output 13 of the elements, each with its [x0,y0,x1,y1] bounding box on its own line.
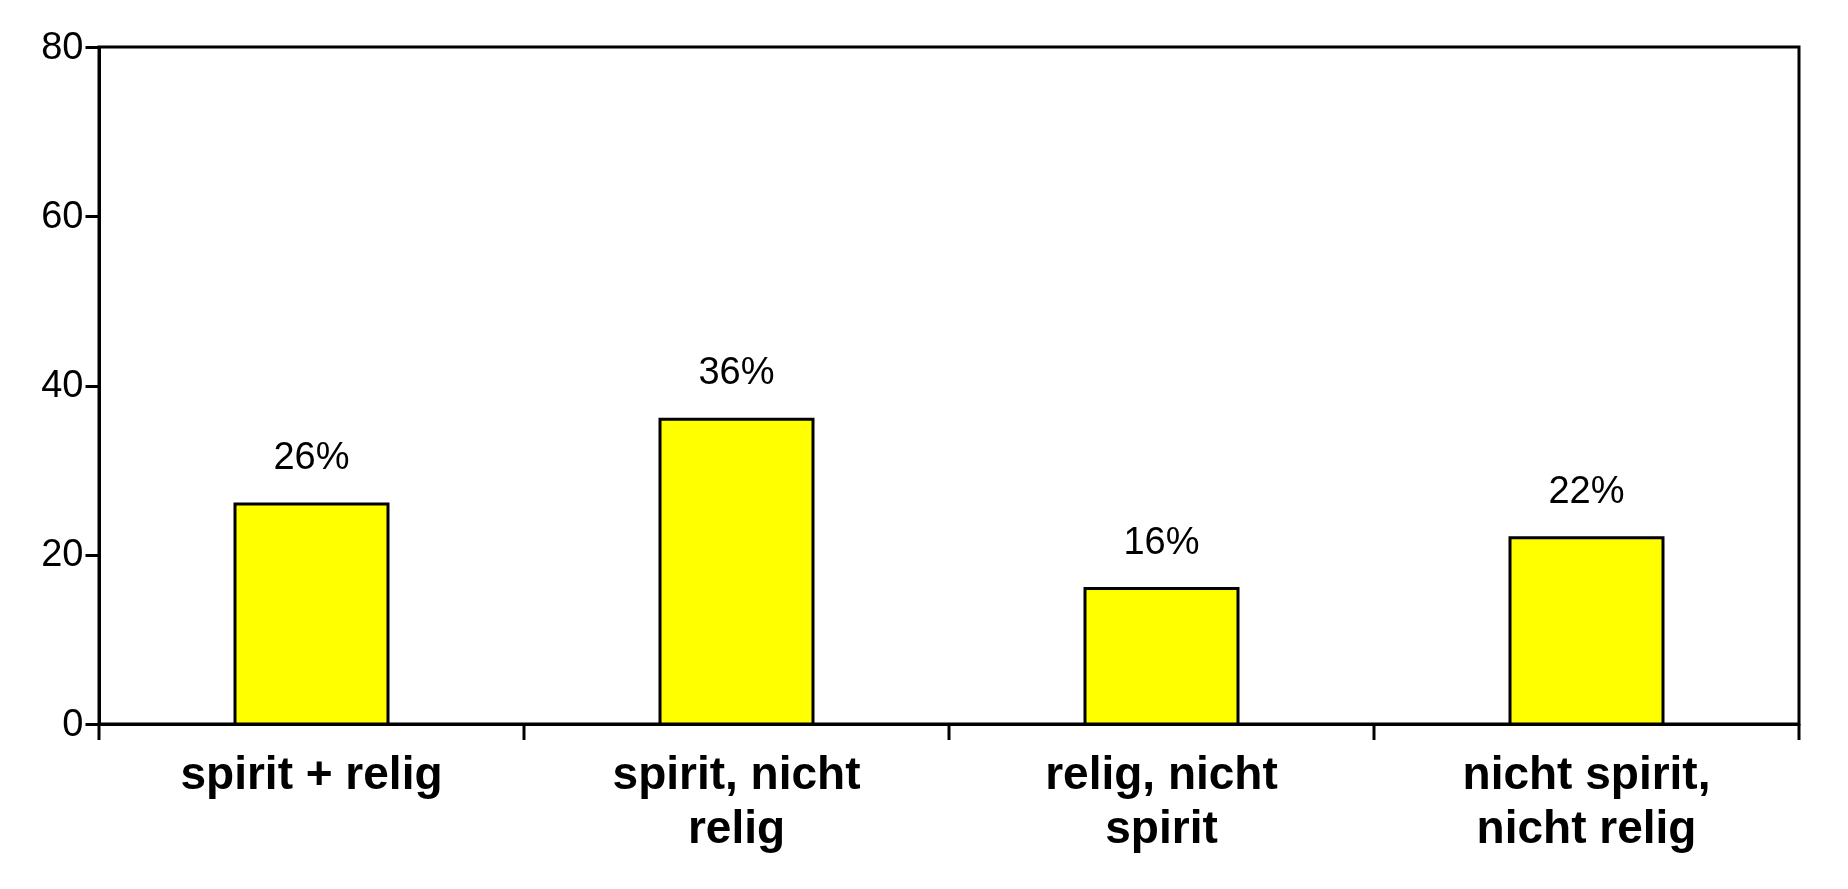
x-tick-label: spirit + relig [180,746,443,799]
y-tick-label: 20 [41,532,84,575]
x-tick-label: spirit, nicht relig [612,746,861,853]
y-tick-label: 60 [41,193,84,236]
data-label: 22% [1548,468,1625,511]
data-label: 26% [273,434,350,477]
y-tick-label: 40 [41,363,84,405]
x-tick-label: nicht spirit, nicht relig [1462,746,1711,853]
data-label: 16% [1123,519,1200,562]
y-tick-label: 80 [41,24,84,67]
data-label: 36% [698,350,775,393]
x-tick-label: relig, nicht spirit [1045,746,1278,853]
y-tick-label: 0 [62,701,84,744]
